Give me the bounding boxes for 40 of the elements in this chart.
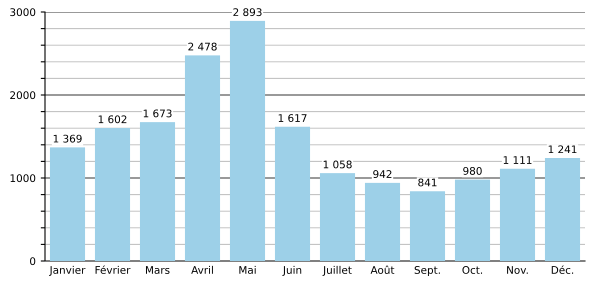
bar	[274, 126, 310, 261]
data-label: 980	[463, 166, 482, 175]
bar	[50, 147, 86, 261]
y-tick-label: 0	[30, 257, 36, 266]
bar	[140, 122, 176, 261]
x-tick-label: Sept.	[414, 266, 440, 276]
x-tick-label: Avril	[191, 266, 213, 274]
x-tick-label: Janvier	[49, 266, 86, 276]
data-label: 942	[373, 170, 392, 178]
data-label: 2 478	[188, 42, 217, 51]
bar	[230, 20, 266, 261]
bar	[500, 168, 536, 261]
x-tick-label: Mars	[146, 266, 170, 274]
bar	[320, 173, 356, 261]
x-tick-label: Mai	[239, 266, 256, 274]
data-label: 1 369	[54, 134, 82, 143]
data-label: 1 058	[324, 160, 352, 168]
x-tick-label: Nov.	[507, 266, 528, 274]
x-tick-label: Juin	[282, 266, 302, 276]
data-label: 1 617	[278, 114, 307, 122]
data-label: 841	[418, 178, 436, 186]
x-tick-label: Déc.	[552, 265, 574, 274]
data-label: 1 241	[548, 145, 576, 154]
data-label: 1 111	[504, 156, 532, 164]
y-tick-label: 2000	[10, 91, 36, 100]
x-tick-label: Février	[96, 265, 130, 274]
y-tick-label: 1000	[10, 174, 36, 182]
bar	[364, 182, 400, 261]
data-label: 1 673	[144, 109, 172, 118]
bar	[184, 55, 220, 261]
data-label: 1 602	[98, 115, 126, 124]
y-tick-label: 3000	[10, 8, 36, 16]
bar	[94, 128, 130, 261]
x-tick-label: Oct.	[462, 266, 482, 274]
x-tick-label: Août	[370, 265, 394, 274]
bar	[410, 191, 446, 261]
bar	[544, 158, 580, 261]
bar	[454, 180, 490, 261]
x-tick-label: Juillet	[322, 266, 352, 276]
data-label: 2 893	[233, 8, 262, 16]
